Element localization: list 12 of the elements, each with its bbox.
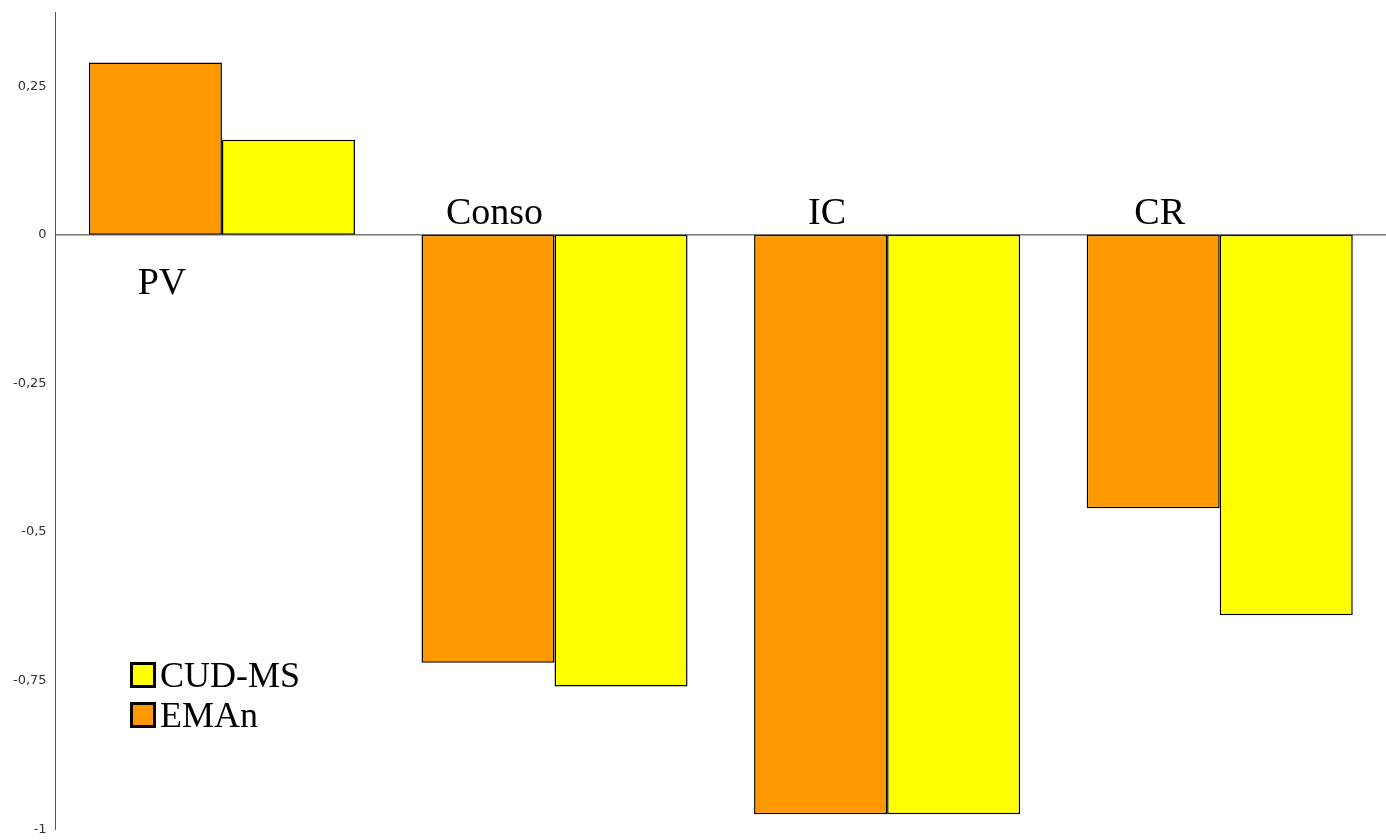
y-tick-label: -0,75 <box>13 671 47 687</box>
x-tick-label: PV <box>137 259 187 302</box>
x-tick-label: IC <box>808 189 847 232</box>
y-tick-label: -1 <box>33 820 47 836</box>
y-tick-label: 0,25 <box>17 77 47 93</box>
y-tick-label: 0 <box>38 226 47 242</box>
x-tick-label: Conso <box>445 189 544 232</box>
x-tick-label: CR <box>1134 189 1186 232</box>
legend-label: EMAn <box>160 695 258 735</box>
y-tick-label: -0,25 <box>13 374 47 390</box>
legend-label: CUD-MS <box>160 655 301 695</box>
y-tick-label: -0,5 <box>21 523 47 539</box>
